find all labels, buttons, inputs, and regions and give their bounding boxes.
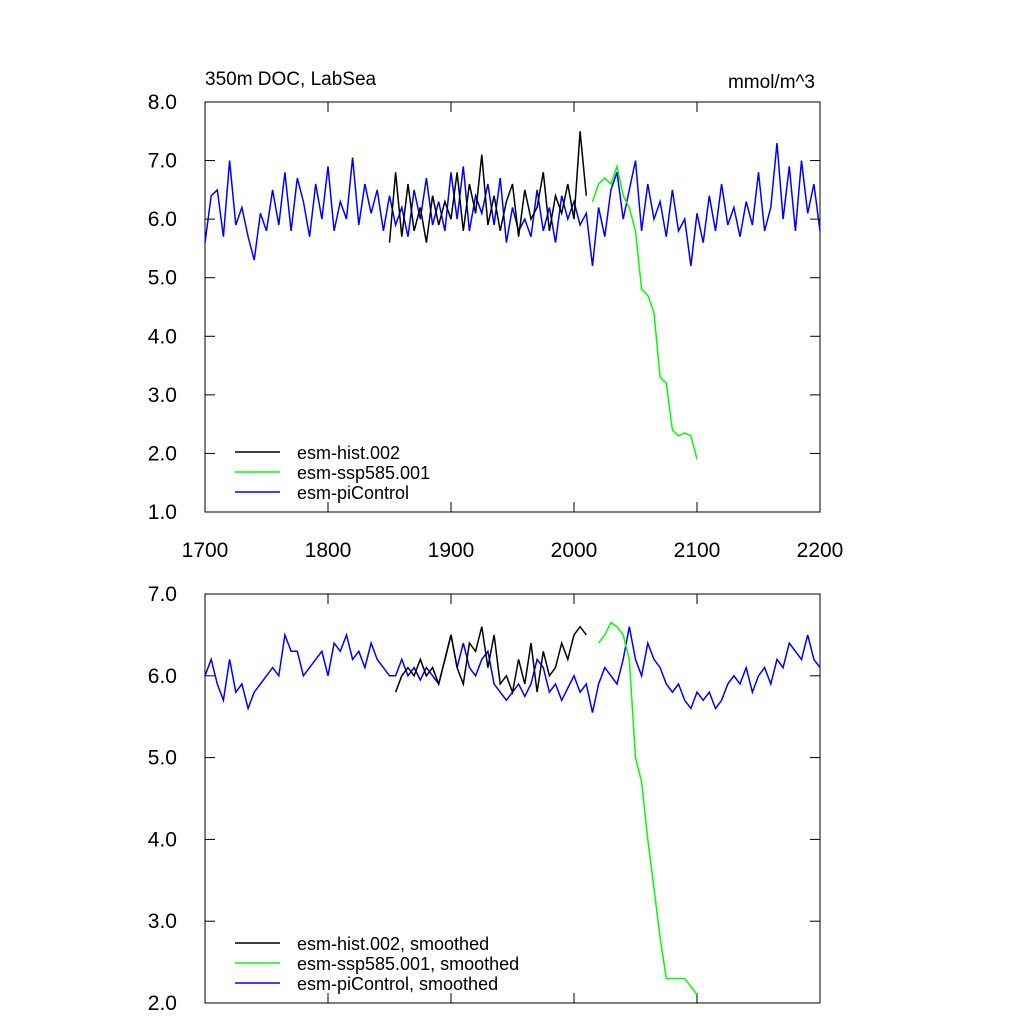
x-tick-label: 1700 [182,539,229,562]
legend-label: esm-piControl [297,483,409,503]
chart-title: 350m DOC, LabSea [205,69,377,90]
y-tick-label: 4.0 [148,325,177,348]
x-tick-label: 1800 [305,539,352,562]
series-line [388,131,588,243]
series-line [204,142,821,267]
y-tick-label: 3.0 [148,910,177,933]
plot-frame [204,593,821,1004]
y-tick-label: 7.0 [148,150,177,173]
y-tick-label: 2.0 [148,442,177,465]
series-line [591,163,698,460]
legend-label: esm-ssp585.001 [297,463,430,483]
y-tick-label: 6.0 [148,208,177,231]
y-tick-label: 1.0 [148,501,177,524]
legend-label: esm-ssp585.001, smoothed [297,954,519,974]
x-tick-label: 1900 [428,539,475,562]
y-tick-label: 5.0 [148,747,177,770]
plot-frame [204,101,821,513]
y-tick-label: 8.0 [148,91,177,114]
y-tick-label: 2.0 [148,992,177,1015]
legend-label: esm-hist.002 [297,443,400,463]
x-tick-label: 2100 [674,539,721,562]
units-label: mmol/m^3 [728,72,815,93]
y-tick-label: 7.0 [148,583,177,606]
y-tick-label: 3.0 [148,384,177,407]
x-tick-label: 2200 [797,539,844,562]
y-tick-label: 4.0 [148,828,177,851]
x-tick-label: 2000 [551,539,598,562]
y-tick-label: 5.0 [148,267,177,290]
series-line [204,626,821,713]
y-tick-label: 6.0 [148,665,177,688]
legend-label: esm-piControl, smoothed [297,974,498,994]
legend-label: esm-hist.002, smoothed [297,934,489,954]
series-line [598,621,698,996]
series-line [394,625,587,696]
